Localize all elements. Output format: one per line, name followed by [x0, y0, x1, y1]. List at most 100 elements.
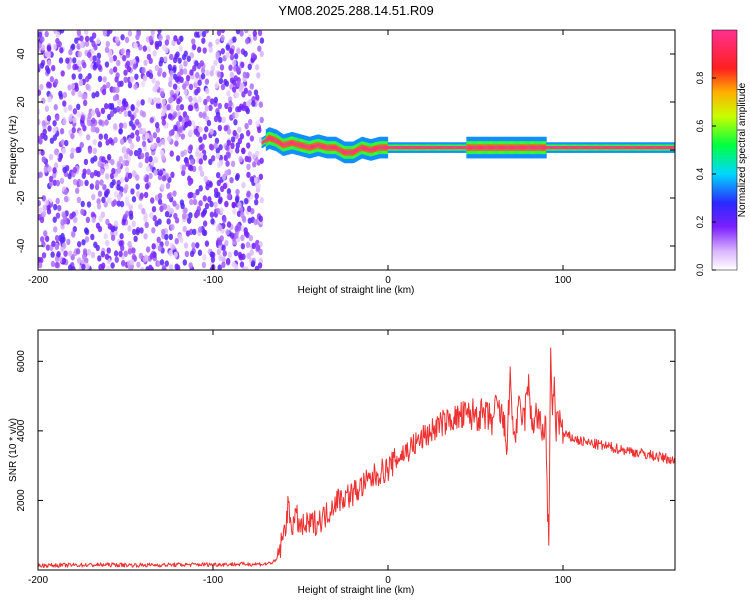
ridge-cell — [425, 146, 427, 150]
ridge-cell — [317, 143, 319, 147]
noise-cell — [241, 147, 246, 155]
noise-cell — [125, 60, 131, 67]
noise-cell — [80, 208, 85, 216]
ridge-cell — [283, 143, 286, 147]
noise-cell — [153, 169, 158, 176]
noise-cell — [152, 86, 157, 93]
ridge-cell — [603, 146, 606, 150]
ridge-cell — [657, 146, 660, 150]
ridge-cell — [646, 146, 649, 150]
noise-cell — [119, 177, 125, 184]
noise-cell — [244, 37, 250, 45]
noise-cell — [213, 59, 218, 67]
noise-cell — [105, 81, 111, 89]
noise-cell — [201, 261, 207, 269]
ridge-cell — [640, 146, 643, 150]
noise-cell — [96, 37, 101, 45]
noise-cell — [210, 65, 216, 72]
ridge-cell — [294, 142, 296, 146]
noise-cell — [169, 207, 175, 215]
noise-cell — [165, 182, 171, 190]
ridge-cell — [496, 146, 499, 150]
noise-cell — [205, 69, 210, 77]
noise-cell — [53, 78, 59, 86]
ridge-cell — [364, 147, 367, 150]
noise-cell — [70, 43, 76, 50]
ridge-cell — [433, 146, 436, 150]
noise-cell — [138, 161, 143, 169]
noise-cell — [148, 172, 153, 180]
noise-cell — [150, 30, 155, 36]
noise-cell — [44, 105, 50, 112]
ridge-cell — [405, 146, 408, 150]
noise-cell — [50, 260, 56, 268]
ridge-cell — [495, 146, 498, 150]
noise-cell — [140, 99, 145, 106]
ridge-cell — [553, 146, 556, 150]
noise-cell — [116, 184, 121, 191]
ridge-cell — [535, 146, 538, 150]
ridge-cell — [504, 146, 506, 150]
ridge-cell — [515, 146, 518, 150]
noise-cell — [51, 240, 56, 247]
noise-cell — [138, 252, 144, 260]
ridge-cell — [284, 143, 287, 147]
noise-cell — [62, 91, 68, 99]
noise-cell — [97, 190, 103, 198]
ridge-cell — [587, 146, 589, 150]
noise-cell — [204, 202, 210, 210]
ridge-cell — [419, 146, 421, 150]
ridge-cell — [510, 146, 513, 150]
noise-cell — [50, 251, 55, 258]
ridge-cell — [343, 150, 346, 154]
noise-cell — [47, 165, 52, 173]
noise-cell — [184, 114, 190, 122]
ridge-cell — [514, 146, 517, 150]
noise-cell — [188, 144, 193, 151]
ridge-cell — [309, 145, 312, 149]
ridge-cell — [370, 148, 373, 152]
ridge-cell — [662, 146, 665, 150]
noise-cell — [53, 162, 59, 169]
noise-cell — [217, 239, 223, 246]
noise-cell — [91, 32, 97, 39]
ridge-cell — [277, 140, 279, 144]
noise-cell — [241, 181, 246, 189]
noise-cell — [140, 80, 146, 88]
noise-cell — [65, 57, 70, 64]
noise-cell — [194, 60, 199, 67]
noise-cell — [91, 216, 96, 224]
ridge-cell — [385, 146, 388, 150]
noise-cell — [49, 76, 55, 83]
noise-cell — [162, 71, 167, 78]
noise-cell — [122, 98, 127, 105]
noise-cell — [102, 30, 108, 37]
ridge-cell — [520, 146, 523, 150]
noise-cell — [245, 231, 250, 239]
ridge-cell — [371, 148, 374, 151]
noise-cell — [85, 216, 91, 224]
noise-cell — [254, 150, 260, 157]
noise-cell — [183, 121, 189, 128]
ridge-cell — [288, 142, 291, 145]
ridge-cell — [620, 146, 623, 150]
noise-cell — [84, 179, 89, 187]
noise-cell — [101, 196, 106, 204]
ridge-cell — [441, 146, 443, 150]
noise-cell — [127, 30, 133, 37]
noise-cell — [202, 254, 207, 261]
noise-cell — [124, 36, 130, 44]
noise-cell — [242, 71, 247, 79]
noise-cell — [80, 200, 85, 208]
ridge-cell — [384, 146, 387, 150]
ridge-cell — [592, 146, 594, 150]
ridge-cell — [424, 146, 426, 150]
ridge-cell — [314, 144, 316, 148]
ridge-cell — [427, 146, 430, 150]
noise-cell — [104, 173, 110, 180]
bottom-x-tick-label: -200 — [28, 575, 48, 586]
noise-cell — [75, 146, 80, 154]
noise-cell — [66, 63, 72, 70]
noise-cell — [143, 215, 148, 223]
ridge-cell — [583, 146, 586, 150]
